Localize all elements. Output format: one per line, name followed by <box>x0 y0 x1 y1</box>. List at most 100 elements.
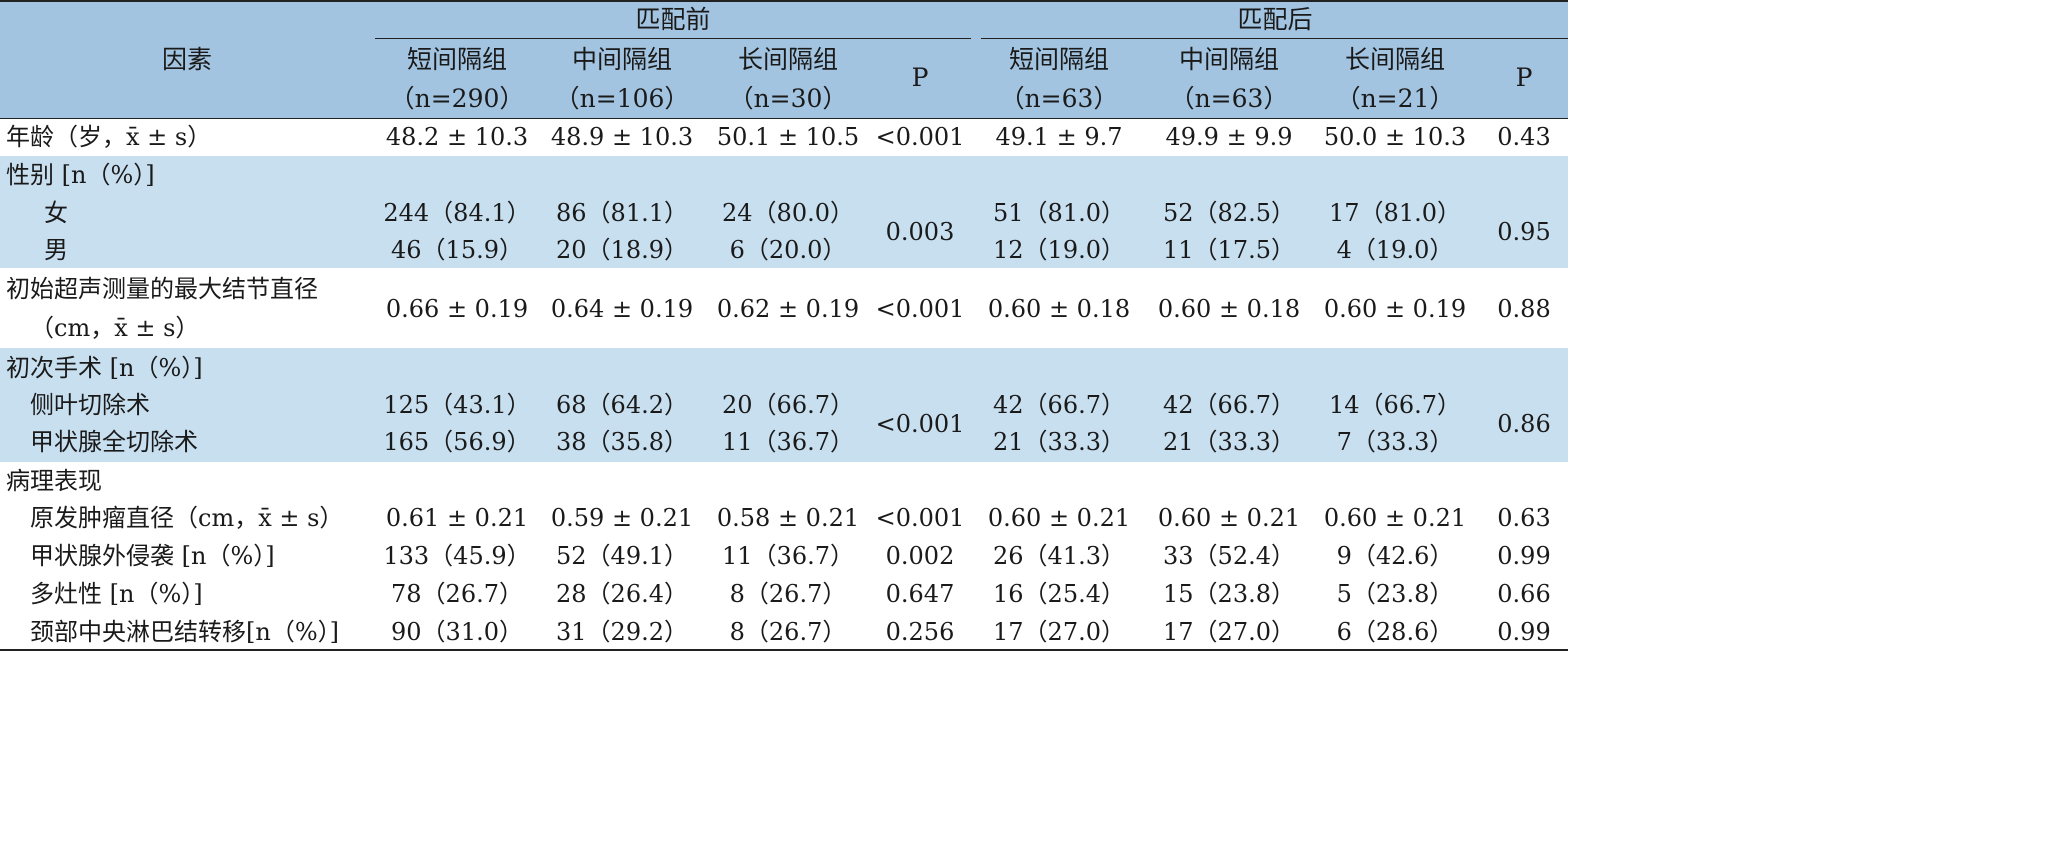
table-cell: 165（56.9） <box>383 428 531 456</box>
column-header: 长间隔组 <box>1344 45 1446 74</box>
table-cell: 20（18.9） <box>556 236 688 264</box>
table-cell: 0.60 ± 0.18 <box>1157 295 1301 323</box>
table-cell: 0.99 <box>1497 618 1551 646</box>
row-label-male: 男 <box>44 236 68 264</box>
column-n-header: （n=63） <box>1169 84 1289 113</box>
table-cell: 244（84.1） <box>383 199 531 227</box>
table-cell: 11（36.7） <box>722 428 854 456</box>
row-label-diameter-unit: （cm，x̄ ± s） <box>30 314 200 342</box>
surgery-band <box>0 348 1568 462</box>
table-cell: 6（20.0） <box>729 236 847 264</box>
column-n-header: （n=63） <box>999 84 1119 113</box>
table-cell: 46（15.9） <box>391 236 523 264</box>
p-value-cell: 0.86 <box>1497 410 1551 438</box>
table-cell: 11（36.7） <box>722 542 854 570</box>
bottom-rule <box>0 649 1568 651</box>
table-cell: 31（29.2） <box>556 618 688 646</box>
table-cell: 0.256 <box>885 618 955 646</box>
table-cell: 42（66.7） <box>993 391 1125 419</box>
table-cell: 0.60 ± 0.21 <box>1157 504 1301 532</box>
row-label-total-thyroidectomy: 甲状腺全切除术 <box>30 428 198 456</box>
table-cell: 17（27.0） <box>993 618 1125 646</box>
table-cell: 48.9 ± 10.3 <box>550 123 694 151</box>
column-header: 短间隔组 <box>406 45 508 74</box>
table-cell: <0.001 <box>875 123 965 151</box>
table-cell: 0.61 ± 0.21 <box>385 504 529 532</box>
table-cell: 7（33.3） <box>1336 428 1454 456</box>
header-band <box>0 2 1568 118</box>
table-cell: 0.60 ± 0.19 <box>1323 295 1467 323</box>
table-cell: 0.60 ± 0.18 <box>987 295 1131 323</box>
table-cell: 12（19.0） <box>993 236 1125 264</box>
table-cell: 21（33.3） <box>1163 428 1295 456</box>
group-before-header: 匹配前 <box>635 5 711 34</box>
row-label-age: 年龄（岁，x̄ ± s） <box>6 123 212 151</box>
table-cell: 0.66 <box>1497 580 1551 608</box>
table-cell: 15（23.8） <box>1163 580 1295 608</box>
p-value-cell: 0.003 <box>885 218 955 246</box>
table-cell: 6（28.6） <box>1336 618 1454 646</box>
p-column-header: P <box>1515 63 1533 92</box>
group-after-header: 匹配后 <box>1237 5 1313 34</box>
table-cell: 17（81.0） <box>1329 199 1461 227</box>
column-header: 中间隔组 <box>1178 45 1280 74</box>
table-cell: 0.99 <box>1497 542 1551 570</box>
row-label-pathology-item: 甲状腺外侵袭 [n（%）] <box>30 542 275 570</box>
column-n-header: （n=21） <box>1335 84 1455 113</box>
top-rule <box>0 0 1568 2</box>
table-cell: 50.1 ± 10.5 <box>716 123 860 151</box>
column-header: 短间隔组 <box>1008 45 1110 74</box>
table-cell: 48.2 ± 10.3 <box>385 123 529 151</box>
table-cell: 33（52.4） <box>1163 542 1295 570</box>
header-bottom-rule <box>0 118 1568 119</box>
table-cell: 78（26.7） <box>391 580 523 608</box>
table-cell: <0.001 <box>875 504 965 532</box>
row-label-surgery: 初次手术 [n（%）] <box>6 354 203 382</box>
table-cell: 38（35.8） <box>556 428 688 456</box>
row-label-lobectomy: 侧叶切除术 <box>30 391 150 419</box>
table-cell: 0.58 ± 0.21 <box>716 504 860 532</box>
row-label-pathology-item: 多灶性 [n（%）] <box>30 580 203 608</box>
table-cell: 0.59 ± 0.21 <box>550 504 694 532</box>
table-cell: <0.001 <box>875 295 965 323</box>
table-cell: 21（33.3） <box>993 428 1125 456</box>
table-cell: 52（82.5） <box>1163 199 1295 227</box>
factor-header: 因素 <box>161 45 213 74</box>
table-cell: 0.647 <box>885 580 955 608</box>
table-cell: 17（27.0） <box>1163 618 1295 646</box>
table-cell: 49.9 ± 9.9 <box>1165 123 1293 151</box>
table-cell: 125（43.1） <box>383 391 531 419</box>
table-cell: 28（26.4） <box>556 580 688 608</box>
table-cell: 49.1 ± 9.7 <box>995 123 1123 151</box>
table-cell: 8（26.7） <box>729 580 847 608</box>
table-cell: 86（81.1） <box>556 199 688 227</box>
table-cell: 4（19.0） <box>1336 236 1454 264</box>
column-header: 中间隔组 <box>571 45 673 74</box>
before-group-rule <box>375 38 971 39</box>
column-n-header: （n=290） <box>389 84 525 113</box>
column-n-header: （n=106） <box>554 84 690 113</box>
table-cell: 133（45.9） <box>383 542 531 570</box>
table-cell: 0.66 ± 0.19 <box>385 295 529 323</box>
row-label-female: 女 <box>44 199 68 227</box>
table-cell: 68（64.2） <box>556 391 688 419</box>
row-label-pathology: 病理表现 <box>6 467 102 495</box>
table-cell: 24（80.0） <box>722 199 854 227</box>
column-header: 长间隔组 <box>737 45 839 74</box>
data-table: 因素 匹配前 匹配后 短间隔组 （n=290） 中间隔组 （n=106） 长间隔组 （n=30）… <box>0 0 1568 651</box>
table-cell: 90（31.0） <box>391 618 523 646</box>
table-cell: 0.002 <box>885 542 955 570</box>
table-cell: 0.60 ± 0.21 <box>1323 504 1467 532</box>
table-cell: 20（66.7） <box>722 391 854 419</box>
table-cell: 5（23.8） <box>1336 580 1454 608</box>
table-cell: 42（66.7） <box>1163 391 1295 419</box>
row-label-pathology-item: 原发肿瘤直径（cm，x̄ ± s） <box>30 504 344 532</box>
row-label-sex: 性别 [n（%）] <box>6 161 155 189</box>
table-cell: 0.88 <box>1497 295 1551 323</box>
table-cell: 0.63 <box>1497 504 1551 532</box>
p-value-cell: 0.95 <box>1497 218 1551 246</box>
table-cell: 0.64 ± 0.19 <box>550 295 694 323</box>
table-cell: 16（25.4） <box>993 580 1125 608</box>
table-cell: 0.60 ± 0.21 <box>987 504 1131 532</box>
table-cell: 50.0 ± 10.3 <box>1323 123 1467 151</box>
